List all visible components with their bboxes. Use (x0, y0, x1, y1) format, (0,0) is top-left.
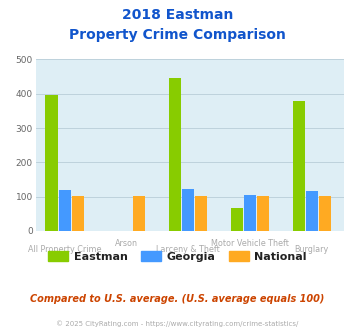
Text: Compared to U.S. average. (U.S. average equals 100): Compared to U.S. average. (U.S. average … (30, 294, 325, 304)
Bar (257, 196, 269, 231)
Bar (244, 195, 256, 231)
Bar (45, 95, 58, 231)
Text: © 2025 CityRating.com - https://www.cityrating.com/crime-statistics/: © 2025 CityRating.com - https://www.city… (56, 320, 299, 327)
Bar (293, 101, 305, 231)
Bar (306, 191, 318, 231)
Text: Burglary: Burglary (295, 246, 329, 254)
Text: Motor Vehicle Theft: Motor Vehicle Theft (211, 239, 289, 248)
Bar (319, 196, 331, 231)
Bar (195, 196, 207, 231)
Bar (59, 190, 71, 231)
Bar (72, 196, 84, 231)
Legend: Eastman, Georgia, National: Eastman, Georgia, National (44, 247, 311, 267)
Bar (133, 196, 146, 231)
Text: Arson: Arson (115, 239, 138, 248)
Bar (169, 78, 181, 231)
Bar (231, 208, 243, 231)
Text: Larceny & Theft: Larceny & Theft (156, 246, 220, 254)
Text: All Property Crime: All Property Crime (28, 246, 101, 254)
Bar (182, 189, 194, 231)
Text: 2018 Eastman: 2018 Eastman (122, 8, 233, 22)
Text: Property Crime Comparison: Property Crime Comparison (69, 28, 286, 42)
